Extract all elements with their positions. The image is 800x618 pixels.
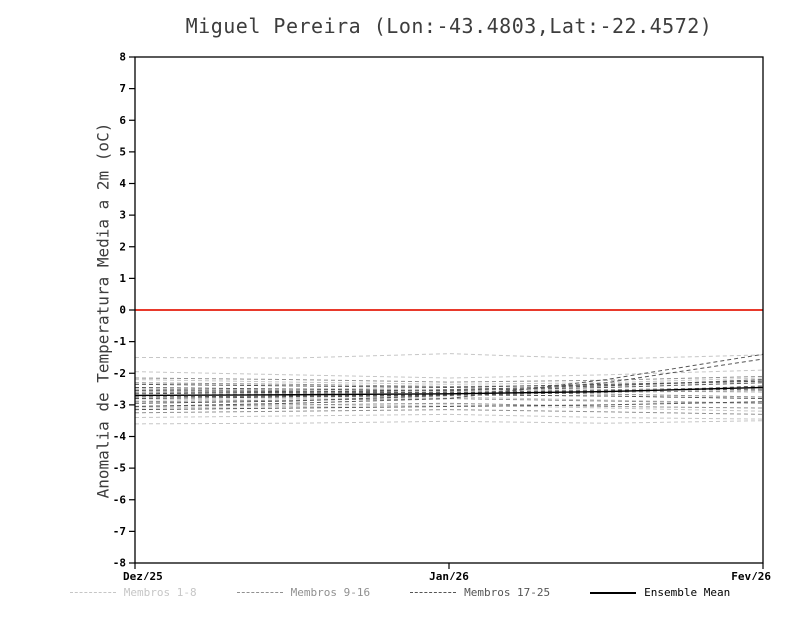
chart-title: Miguel Pereira (Lon:-43.4803,Lat:-22.457… [185, 14, 713, 38]
y-tick-label: 1 [119, 272, 126, 285]
plot-border [134, 56, 764, 564]
x-tick-label: Dez/25 [123, 570, 163, 580]
y-tick-label: -4 [113, 430, 127, 443]
legend-item: Membros 1-8 [69, 586, 197, 599]
y-tick-label: 2 [119, 240, 126, 253]
y-tick-label: 6 [119, 114, 126, 127]
ensemble-member-line [134, 413, 764, 420]
y-tick-label: -8 [113, 557, 126, 570]
dashed-line-sample [410, 592, 457, 593]
y-tick-label: 8 [119, 51, 126, 64]
y-tick-label: -6 [113, 493, 127, 506]
y-tick-label: 5 [119, 145, 126, 158]
y-tick-label: -7 [113, 525, 126, 538]
legend-item: Ensemble Mean [590, 586, 730, 599]
ensemble-member-line [134, 369, 764, 379]
ensemble-member-line [134, 409, 764, 415]
legend-item: Membros 17-25 [410, 586, 550, 599]
legend-label: Membros 17-25 [464, 586, 551, 599]
dashed-line-sample [236, 592, 283, 593]
y-tick-label: 0 [119, 304, 126, 317]
legend-item: Membros 9-16 [236, 586, 371, 599]
ensemble-member-line [134, 380, 764, 388]
ensemble-mean-line [134, 386, 764, 397]
x-tick-label: Jan/26 [429, 570, 469, 580]
dashed-line-sample [69, 592, 116, 593]
y-tick-label: -5 [113, 462, 126, 475]
solid-line-sample [590, 591, 637, 594]
ensemble-member-line [134, 353, 764, 407]
y-tick-label: -3 [113, 398, 126, 411]
legend-label: Membros 9-16 [290, 586, 371, 599]
y-tick-label: -2 [113, 367, 126, 380]
legend-label: Membros 1-8 [123, 586, 197, 599]
y-tick-label: 4 [119, 177, 126, 190]
ensemble-member-line [134, 420, 764, 425]
y-tick-label: 7 [119, 82, 126, 95]
y-tick-label: 3 [119, 209, 126, 222]
ensemble-member-line [134, 353, 764, 360]
legend-label: Ensemble Mean [644, 586, 731, 599]
y-tick-label: -1 [113, 335, 127, 348]
legend: Membros 1-8 Membros 9-16 Membros 17-25 Ense… [0, 586, 800, 599]
x-tick-label: Fev/26 [731, 570, 771, 580]
